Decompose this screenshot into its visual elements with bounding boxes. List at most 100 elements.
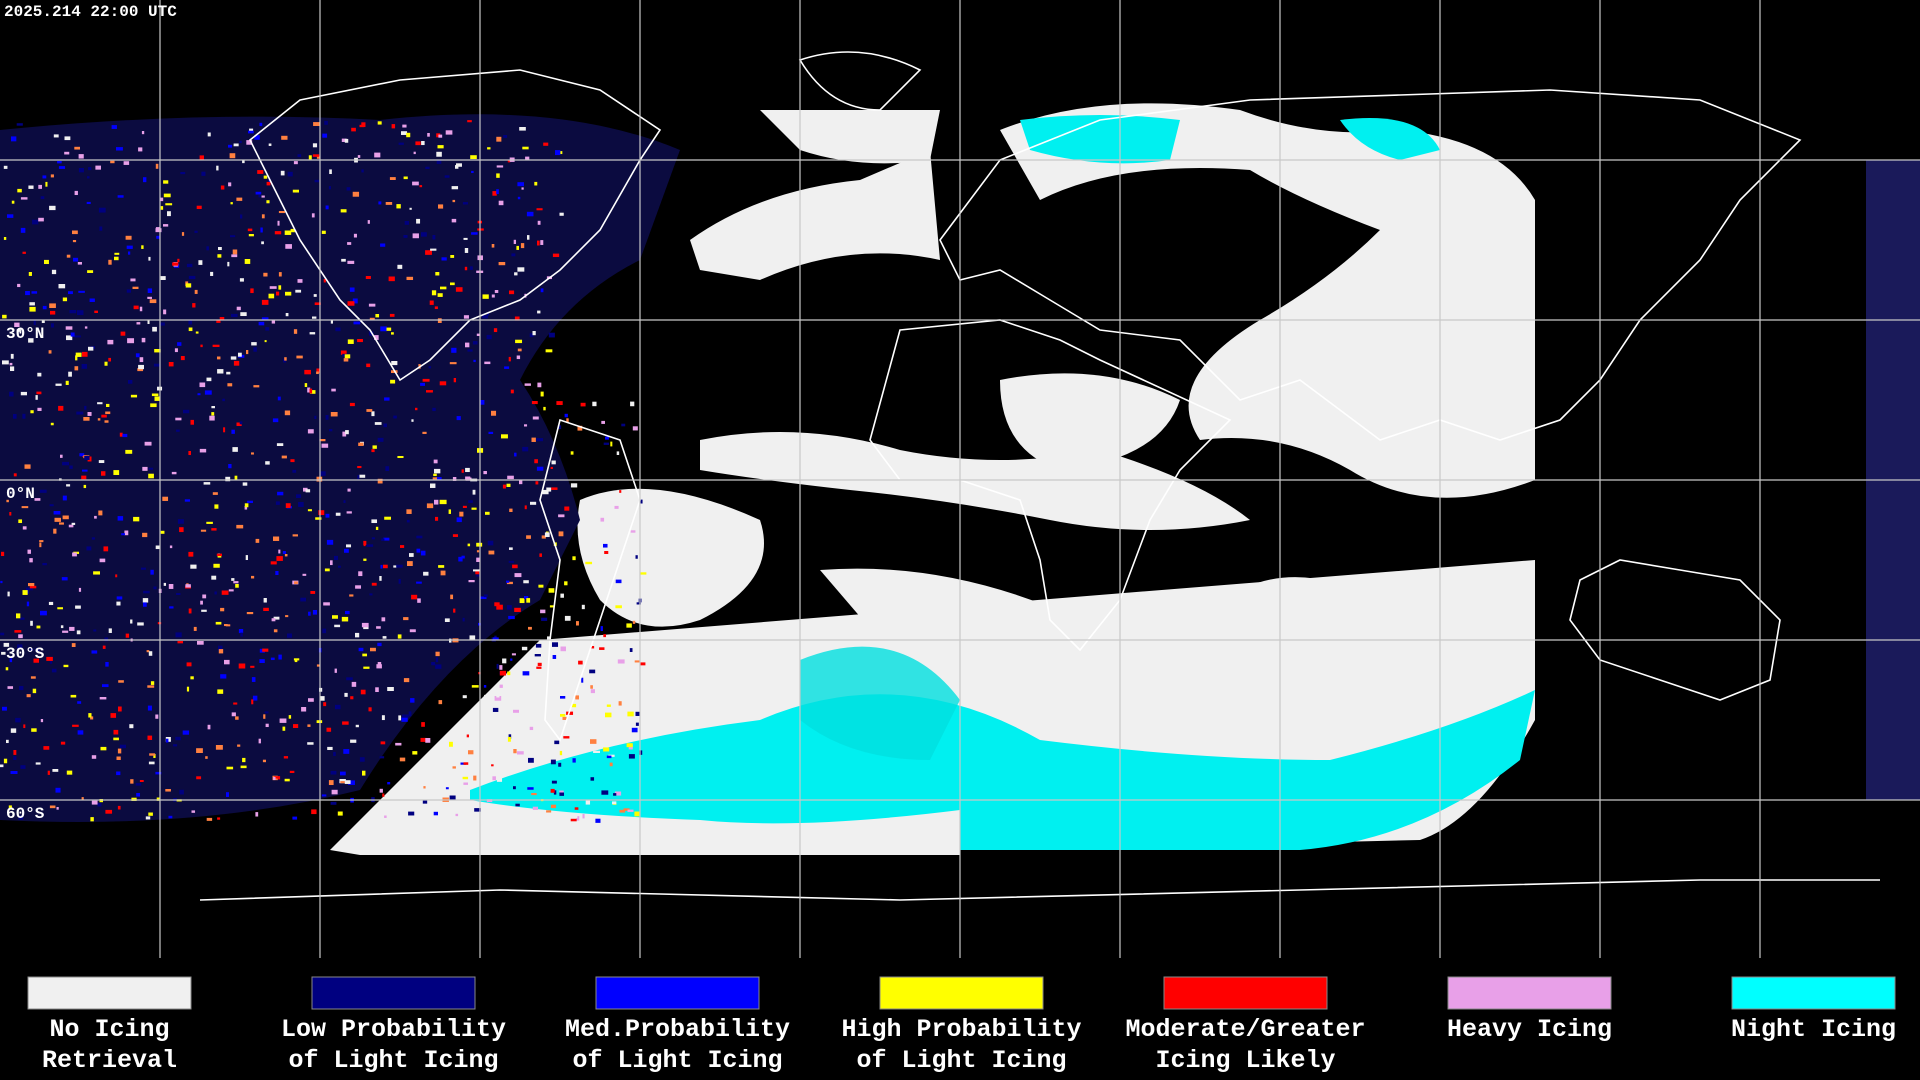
speckle: [275, 501, 280, 505]
speckle: [536, 466, 544, 471]
speckle: [551, 487, 558, 490]
speckle: [280, 170, 285, 176]
speckle: [539, 553, 542, 557]
speckle: [44, 259, 49, 265]
speckle: [41, 319, 45, 324]
speckle: [168, 362, 174, 367]
speckle: [183, 409, 190, 414]
speckle: [344, 138, 349, 143]
speckle: [312, 316, 317, 319]
speckle: [222, 398, 225, 402]
speckle: [411, 594, 418, 600]
speckle: [506, 483, 511, 487]
speckle: [361, 169, 364, 173]
speckle: [635, 711, 640, 716]
speckle: [585, 561, 593, 565]
speckle: [321, 230, 326, 234]
speckle: [2, 360, 9, 365]
speckle: [613, 793, 617, 796]
speckle: [604, 551, 609, 554]
speckle: [532, 331, 536, 336]
speckle: [496, 189, 499, 195]
night-icing-region: [1340, 118, 1440, 160]
speckle: [547, 636, 551, 641]
speckle: [0, 580, 3, 584]
speckle: [287, 171, 293, 177]
speckle: [160, 206, 164, 210]
speckle: [104, 361, 108, 366]
speckle: [78, 154, 84, 159]
speckle: [295, 289, 302, 293]
speckle: [361, 622, 369, 628]
speckle: [148, 812, 153, 816]
speckle: [313, 294, 317, 297]
legend-label: Moderate/Greater: [1125, 1015, 1365, 1044]
speckle: [440, 570, 446, 576]
speckle: [94, 310, 98, 314]
speckle: [159, 322, 165, 326]
speckle: [329, 169, 332, 175]
speckle: [462, 776, 469, 780]
speckle: [513, 786, 516, 790]
speckle: [113, 737, 119, 741]
speckle: [230, 356, 237, 360]
speckle: [297, 154, 302, 158]
speckle: [335, 512, 341, 516]
speckle: [639, 572, 647, 575]
speckle: [314, 302, 321, 306]
speckle: [508, 560, 515, 563]
speckle: [245, 555, 248, 561]
speckle: [316, 371, 319, 375]
speckle: [462, 505, 467, 509]
speckle: [176, 429, 180, 432]
speckle: [242, 757, 246, 763]
speckle: [406, 519, 410, 523]
speckle: [8, 805, 12, 810]
speckle: [422, 431, 427, 434]
speckle: [49, 303, 56, 309]
speckle: [464, 266, 468, 271]
speckle: [210, 271, 214, 276]
speckle: [395, 742, 402, 746]
speckle: [151, 393, 159, 397]
lat-labels: 30°N 0°N 30°S 60°S: [6, 325, 45, 823]
speckle: [521, 646, 528, 651]
speckle: [0, 764, 4, 768]
speckle: [147, 735, 153, 740]
speckle: [270, 561, 277, 565]
cloud-region: [577, 488, 764, 627]
speckle: [330, 320, 333, 324]
speckle: [139, 306, 143, 312]
speckle: [316, 664, 321, 667]
speckle: [408, 811, 415, 816]
speckle: [78, 587, 82, 592]
speckle: [142, 532, 148, 538]
speckle: [325, 513, 330, 518]
speckle: [278, 549, 281, 554]
speckle: [10, 728, 17, 733]
speckle: [541, 617, 548, 621]
speckle: [175, 417, 182, 421]
coastline: [248, 69, 662, 382]
speckle: [506, 739, 509, 742]
speckle: [564, 615, 571, 621]
speckle: [84, 405, 87, 410]
speckle: [628, 754, 635, 759]
speckle: [50, 310, 56, 315]
speckle: [606, 755, 612, 759]
speckle: [406, 276, 414, 281]
speckle: [247, 228, 253, 232]
speckle: [334, 668, 337, 673]
speckle: [58, 166, 66, 169]
speckle: [30, 620, 33, 626]
speckle: [88, 167, 92, 171]
speckle: [551, 780, 557, 784]
speckle: [450, 282, 455, 286]
speckle: [193, 626, 197, 631]
speckle: [175, 632, 182, 638]
speckle: [28, 583, 35, 587]
speckle: [276, 556, 283, 561]
speckle: [501, 434, 508, 439]
speckle: [545, 349, 553, 353]
speckle: [603, 747, 610, 752]
